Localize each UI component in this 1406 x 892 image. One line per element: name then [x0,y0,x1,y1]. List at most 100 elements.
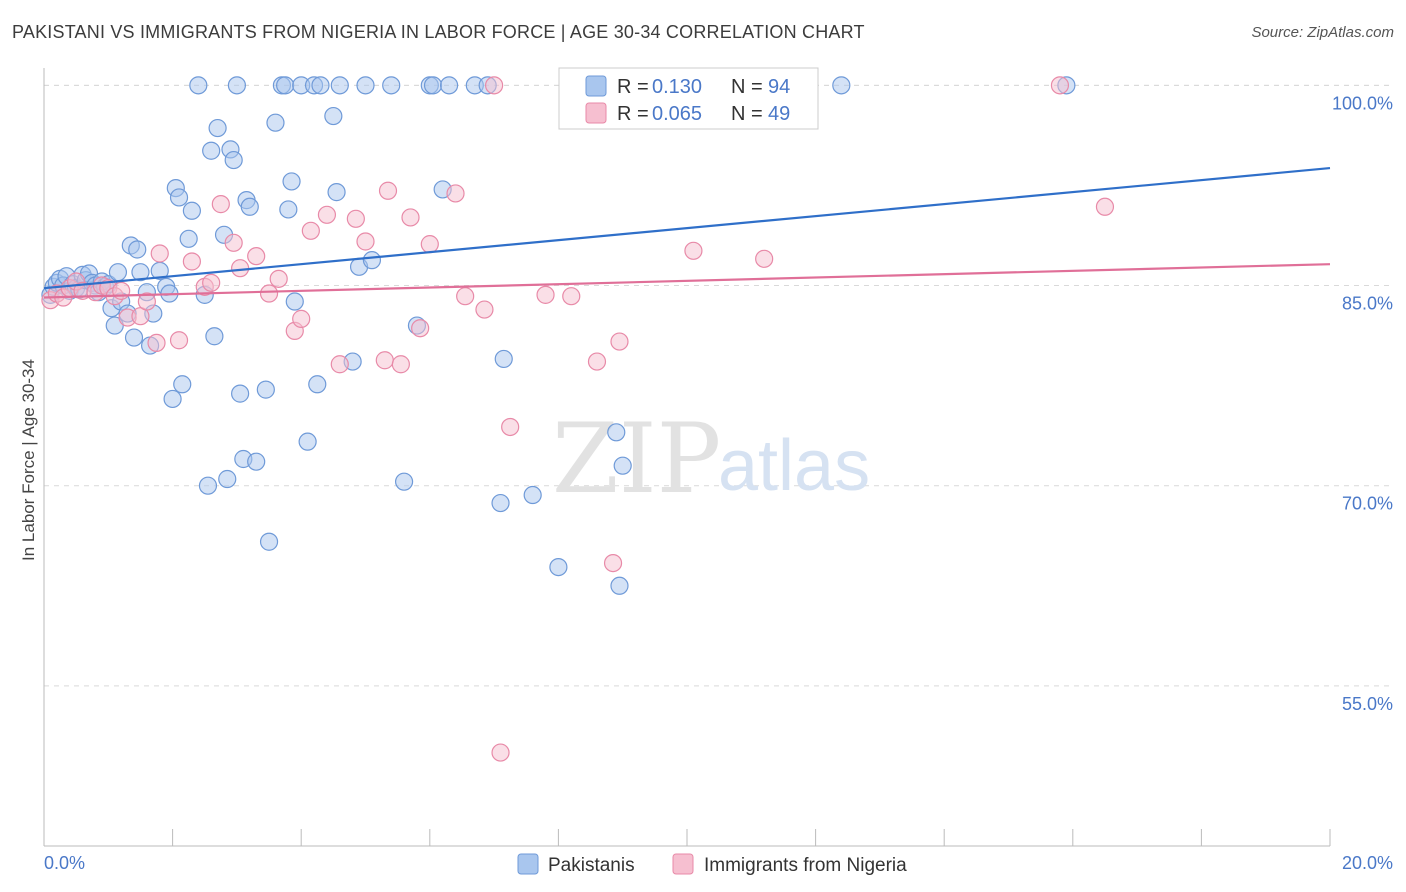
point-pakistanis [279,200,298,219]
x-tick-labels: 0.0% 20.0% [44,853,1393,873]
point-pakistanis [240,197,259,216]
point-pakistanis [832,76,851,95]
series-immigrants-from-nigeria [41,76,1115,762]
point-nigeria [330,355,349,374]
point-pakistanis [491,493,510,513]
point-pakistanis [285,292,304,311]
y-tick-label: 100.0% [1332,93,1393,113]
point-nigeria [247,247,266,266]
y-axis-label: In Labor Force | Age 30-34 [19,359,38,561]
point-nigeria [301,221,320,240]
point-nigeria [610,332,629,351]
point-nigeria [112,281,131,300]
point-pakistanis [394,472,414,491]
point-nigeria [587,352,607,371]
point-nigeria [317,205,337,224]
point-pakistanis [131,263,150,282]
point-pakistanis [218,469,237,489]
point-nigeria [169,331,189,350]
trend-line-nigeria [43,263,1331,299]
point-pakistanis [549,557,568,577]
series-pakistanis [41,76,1076,595]
point-nigeria [603,553,623,573]
correlation-legend: R = 0.130 N = 94 R = 0.065 N = 49 [558,67,819,130]
point-pakistanis [494,349,513,369]
y-tick-label: 55.0% [1342,694,1393,714]
point-pakistanis [276,76,295,95]
point-pakistanis [362,251,382,270]
point-pakistanis [282,172,301,191]
source-credit: Source: ZipAtlas.com [1251,24,1394,41]
point-nigeria [259,284,279,303]
point-nigeria [491,743,510,762]
point-nigeria [562,287,581,306]
legend-r-value-2: 0.065 [652,103,702,125]
point-pakistanis [169,188,189,207]
point-pakistanis [179,229,198,248]
point-pakistanis [327,183,346,202]
legend-r-value-1: 0.130 [652,76,702,98]
point-nigeria [536,285,555,304]
point-pakistanis [231,384,250,403]
point-pakistanis [163,389,182,409]
point-nigeria [137,292,156,311]
series-legend: Pakistanis Immigrants from Nigeria [517,853,907,876]
point-pakistanis [227,76,246,95]
legend-r-label-1: R = [617,76,649,98]
point-pakistanis [382,76,401,95]
point-nigeria [224,233,243,252]
point-pakistanis [330,76,349,95]
watermark-zip: ZIP [552,403,721,515]
point-pakistanis [259,532,279,551]
x-tick-label: 20.0% [1342,853,1393,873]
point-nigeria [378,181,398,200]
gridlines [44,84,1392,687]
legend-n-label-2: N = [731,103,763,125]
bottom-legend-swatch-pakistanis [517,853,539,875]
point-pakistanis [202,141,221,160]
legend-r-label-2: R = [617,103,649,125]
point-nigeria [375,351,394,370]
point-nigeria [292,309,311,328]
point-nigeria [755,249,774,268]
point-nigeria [1050,76,1070,95]
point-pakistanis [308,375,327,394]
point-pakistanis [224,150,243,170]
y-tick-label: 70.0% [1342,494,1393,514]
point-nigeria [202,273,221,292]
point-nigeria [420,235,439,254]
point-nigeria [211,195,230,214]
legend-n-label-1: N = [731,76,763,98]
bottom-legend-swatch-nigeria [672,853,694,875]
point-pakistanis [247,452,266,471]
point-pakistanis [105,316,124,335]
point-nigeria [391,355,410,374]
legend-swatch-blue [585,75,607,97]
point-nigeria [147,333,166,352]
point-pakistanis [607,423,626,442]
point-pakistanis [173,375,192,394]
point-nigeria [684,241,703,260]
watermark-atlas: atlas [718,426,870,506]
y-tick-labels: 55.0% 70.0% 85.0% 100.0% [1332,93,1393,714]
legend-n-value-1: 94 [768,76,790,98]
point-nigeria [401,208,420,227]
point-pakistanis [356,76,375,95]
point-nigeria [231,259,250,278]
point-pakistanis [198,476,218,495]
point-nigeria [485,76,504,95]
point-pakistanis [189,76,208,95]
axes [43,68,1331,847]
legend-n-value-2: 49 [768,103,790,125]
point-nigeria [182,252,201,271]
point-pakistanis [108,263,128,282]
point-pakistanis [324,106,343,126]
point-nigeria [446,184,465,203]
point-pakistanis [124,328,144,347]
trend-line-pakistanis [43,166,1331,290]
x-tick-label: 0.0% [44,853,85,873]
point-nigeria [356,232,375,251]
point-pakistanis [523,485,542,505]
point-pakistanis [266,113,285,132]
